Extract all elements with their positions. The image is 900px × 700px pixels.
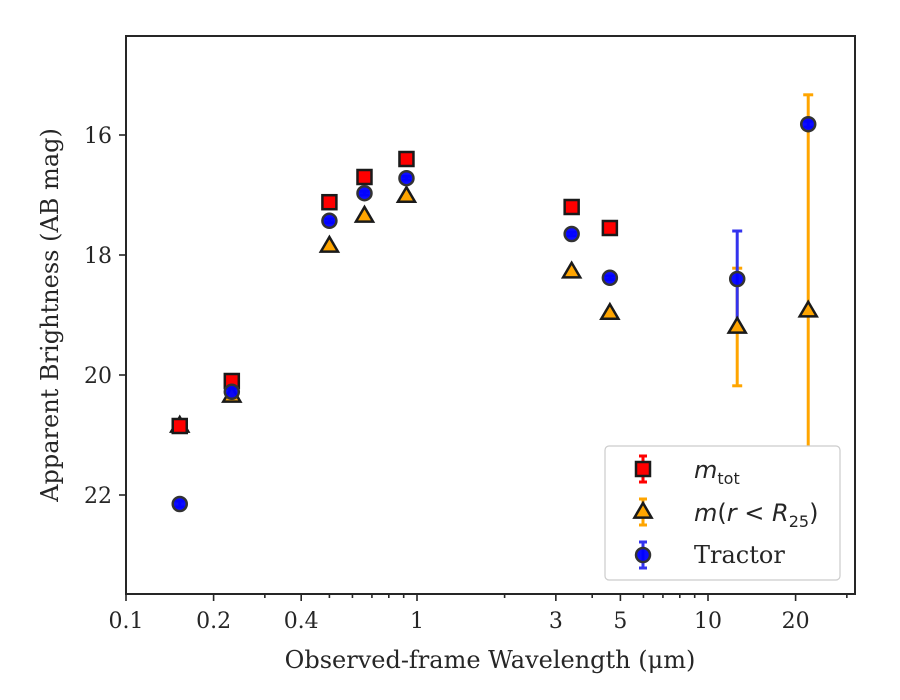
axes-frame bbox=[125, 35, 856, 595]
circle-marker bbox=[398, 169, 415, 187]
square-marker bbox=[601, 219, 619, 237]
x-axis: 0.1 0.2 0.4 1 3 5 10 20 bbox=[109, 594, 848, 634]
square-marker bbox=[171, 417, 188, 435]
x-tick-label: 3 bbox=[549, 609, 563, 634]
legend-box bbox=[604, 445, 841, 581]
y-tick-label: 16 bbox=[84, 124, 112, 149]
square-marker bbox=[356, 168, 373, 186]
y-tick-label: 22 bbox=[84, 484, 112, 509]
circle-marker bbox=[563, 225, 580, 243]
circle-marker bbox=[799, 115, 817, 133]
legend-label-m-r25: m(r < R25) bbox=[694, 499, 818, 531]
legend-triangle-marker bbox=[632, 500, 654, 519]
y-axis: 16 18 20 22 bbox=[84, 124, 126, 509]
y-tick-label: 18 bbox=[84, 244, 112, 269]
square-marker bbox=[321, 193, 338, 211]
x-tick-label: 0.1 bbox=[109, 609, 144, 634]
x-tick-label: 1 bbox=[410, 609, 424, 634]
triangle-marker bbox=[726, 315, 748, 334]
markers-layer bbox=[169, 115, 819, 513]
circle-marker bbox=[171, 495, 188, 513]
circle-marker bbox=[223, 383, 241, 401]
triangle-marker bbox=[353, 204, 376, 223]
circle-marker bbox=[601, 269, 619, 287]
triangle-marker bbox=[395, 184, 418, 204]
x-tick-label: 20 bbox=[782, 609, 810, 634]
triangle-marker bbox=[797, 299, 819, 318]
legend-label-tractor: Tractor bbox=[694, 541, 785, 569]
legend-circle-marker bbox=[634, 546, 652, 564]
y-axis-label: Apparent Brightness (AB mag) bbox=[36, 128, 64, 503]
triangle-marker bbox=[318, 234, 341, 253]
circle-marker bbox=[321, 212, 338, 230]
triangle-marker bbox=[599, 301, 621, 321]
triangle-marker bbox=[560, 260, 583, 279]
x-tick-label: 0.2 bbox=[196, 609, 231, 634]
x-tick-label: 5 bbox=[613, 609, 627, 634]
y-tick-label: 20 bbox=[84, 364, 112, 389]
x-tick-label: 10 bbox=[694, 609, 722, 634]
square-marker bbox=[563, 198, 580, 216]
x-tick-label: 0.4 bbox=[284, 609, 319, 634]
circle-marker bbox=[356, 184, 373, 202]
legend-square-marker bbox=[634, 460, 652, 478]
circle-marker bbox=[728, 270, 746, 288]
x-axis-label: Observed-frame Wavelength (μm) bbox=[285, 646, 696, 674]
square-marker bbox=[398, 150, 415, 168]
